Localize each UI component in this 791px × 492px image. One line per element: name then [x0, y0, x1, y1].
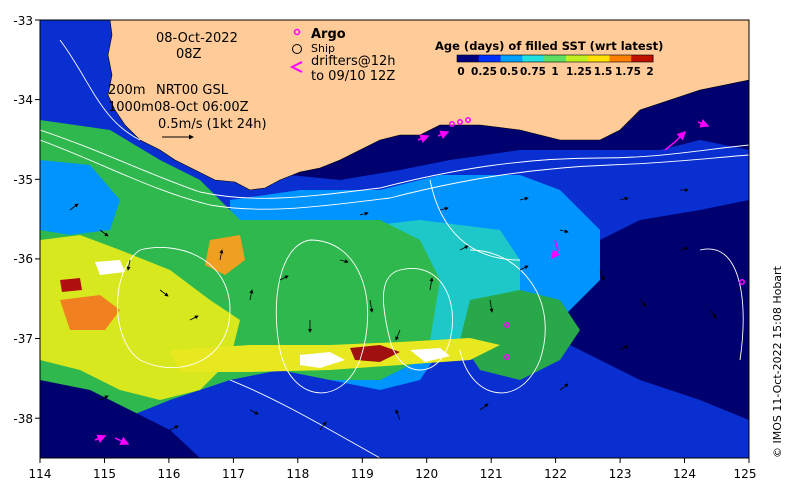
- contour-200m-label: 200m: [108, 83, 145, 98]
- colorbar-segment: [457, 55, 480, 62]
- x-tick-label: 114: [29, 467, 52, 481]
- argo-marker: [457, 119, 463, 125]
- colorbar-segment: [478, 55, 502, 62]
- ship-legend-label: Ship: [311, 42, 335, 55]
- x-tick-label: 119: [351, 467, 374, 481]
- colorbar-label: 1.5: [594, 66, 613, 78]
- hour-label: 08Z: [176, 47, 202, 62]
- x-tick-label: 116: [157, 467, 180, 481]
- drifter-legend-label-1: drifters@12h: [311, 54, 396, 69]
- colorbar-label: 1: [551, 66, 558, 78]
- argo-marker: [739, 279, 745, 285]
- x-tick-label: 124: [673, 467, 696, 481]
- y-tick-label: -37: [13, 332, 33, 346]
- white-patch-3: [95, 260, 125, 275]
- red-patch: [350, 345, 400, 362]
- colorbar-label: 0.5: [500, 66, 519, 78]
- argo-legend-label: Argo: [311, 27, 346, 42]
- white-patch: [300, 352, 345, 368]
- colorbar-segment: [500, 55, 523, 62]
- annotations: 08-Oct-2022 08Z 200m NRT00 GSL 1000m 08-…: [108, 31, 267, 140]
- colorbar-segment: [522, 55, 545, 62]
- colorbar-label: 2: [646, 66, 653, 78]
- argo-marker: [449, 121, 455, 127]
- colorbar-title: Age (days) of filled SST (wrt latest): [435, 39, 663, 53]
- argo-floats: [449, 117, 745, 360]
- x-tick-label: 125: [734, 467, 757, 481]
- date-label: 08-Oct-2022: [156, 31, 238, 46]
- orange-patch-2: [205, 235, 245, 275]
- x-tick-label: 115: [93, 467, 116, 481]
- lightblue-west: [40, 160, 120, 235]
- drifter-tracks: [94, 119, 710, 445]
- y-tick-label: -36: [13, 252, 33, 266]
- colorbar-label: 1.25: [566, 66, 592, 78]
- white-patch-2: [410, 348, 450, 362]
- x-tick-label: 120: [415, 467, 438, 481]
- y-axis: -33 -34 -35 -36 -37 -38: [13, 14, 40, 426]
- drifter-legend-label-2: to 09/10 12Z: [311, 69, 395, 84]
- colorbar-label: 0.75: [520, 66, 546, 78]
- arrow-scale-label: 0.5m/s (1kt 24h): [158, 117, 267, 132]
- x-tick-label: 123: [609, 467, 632, 481]
- y-tick-label: -34: [13, 93, 33, 107]
- colorbar-label: 0.25: [471, 66, 497, 78]
- argo-marker: [504, 322, 510, 328]
- legend: Argo Ship drifters@12h to 09/10 12Z: [289, 27, 396, 84]
- product-time-label: 08-Oct 06:00Z: [154, 100, 249, 115]
- x-tick-label: 118: [286, 467, 309, 481]
- colorbar-label: 0: [457, 66, 464, 78]
- contour-1000m-label: 1000m: [108, 100, 154, 115]
- colorbar-segment: [609, 55, 632, 62]
- x-tick-label: 122: [544, 467, 567, 481]
- x-tick-label: 117: [222, 467, 245, 481]
- plot-frame: [39, 19, 750, 459]
- contours: [40, 39, 749, 458]
- red-patch-2: [60, 278, 82, 292]
- plot-area: [40, 20, 749, 458]
- argo-marker: [465, 117, 471, 123]
- y-tick-label: -35: [13, 173, 33, 187]
- colorbar: Age (days) of filled SST (wrt latest) 0 …: [435, 39, 663, 78]
- colorbar-segment: [587, 55, 610, 62]
- y-tick-label: -38: [13, 412, 33, 426]
- colorbar-segment: [565, 55, 589, 62]
- y-tick-label: -33: [13, 14, 33, 28]
- colorbar-segment: [631, 55, 654, 62]
- x-axis: 114 115 116 117 118 119 120 121 122 123 …: [29, 458, 757, 481]
- darkblue-sw: [40, 380, 200, 458]
- ship-legend-marker: [292, 44, 302, 54]
- blue-se: [560, 380, 749, 458]
- velocity-arrows: [69, 188, 717, 431]
- x-tick-label: 121: [480, 467, 503, 481]
- colorbar-segment: [544, 55, 567, 62]
- colorbar-label: 1.75: [615, 66, 641, 78]
- product-label: NRT00 GSL: [156, 83, 229, 98]
- credit-label: © IMOS 11-Oct-2022 15:08 Hobart: [771, 265, 784, 458]
- drifter-legend-marker: [289, 61, 303, 73]
- argo-legend-marker: [293, 28, 301, 36]
- argo-marker: [504, 354, 510, 360]
- orange-patch: [60, 295, 120, 330]
- land-australia: [107, 20, 749, 191]
